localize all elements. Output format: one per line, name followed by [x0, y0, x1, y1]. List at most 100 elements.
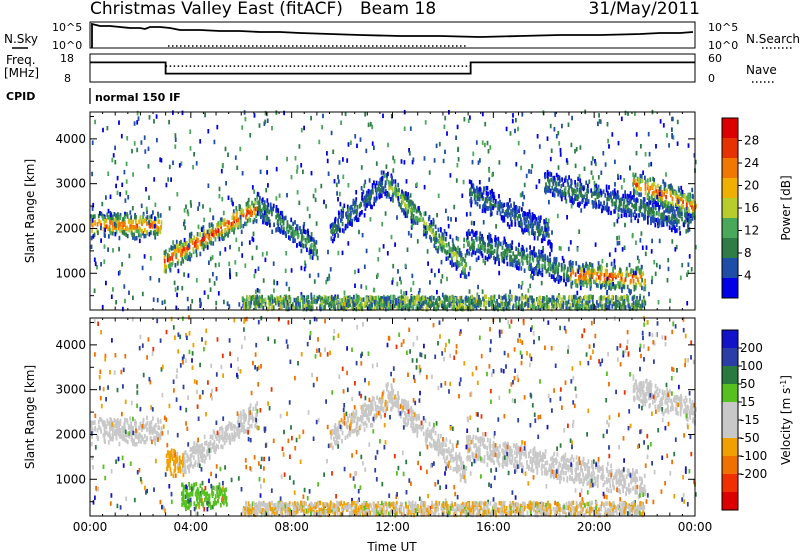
range-gate-cell	[658, 264, 661, 270]
range-gate-cell	[459, 273, 462, 278]
range-gate-cell	[616, 297, 619, 303]
range-gate-cell	[598, 193, 600, 198]
range-gate-cell	[608, 294, 610, 300]
range-gate-cell	[511, 207, 514, 213]
range-gate-cell	[253, 210, 256, 216]
range-gate-cell	[103, 232, 106, 237]
range-gate-cell	[559, 152, 562, 157]
range-gate-cell	[579, 183, 582, 188]
range-gate-cell	[505, 126, 508, 132]
range-gate-cell	[529, 245, 531, 250]
range-gate-cell	[545, 182, 547, 187]
range-gate-cell	[256, 294, 258, 299]
range-gate-cell	[357, 217, 360, 222]
range-gate-cell	[693, 153, 696, 158]
range-gate-cell	[334, 300, 337, 305]
range-gate-cell	[585, 270, 587, 276]
range-gate-cell	[330, 294, 333, 300]
range-gate-cell	[623, 303, 626, 308]
range-gate-cell	[499, 300, 502, 305]
range-gate-cell	[451, 256, 453, 262]
range-gate-cell	[517, 247, 520, 253]
range-gate-cell	[566, 179, 569, 184]
range-gate-cell	[386, 296, 388, 302]
range-gate-cell	[605, 271, 608, 276]
range-gate-cell	[470, 302, 473, 307]
range-gate-cell	[105, 280, 107, 286]
range-gate-cell	[648, 291, 650, 297]
range-gate-cell	[196, 237, 199, 243]
range-gate-cell	[445, 231, 448, 237]
range-gate-cell	[444, 237, 447, 242]
range-gate-cell	[523, 249, 525, 254]
range-gate-cell	[128, 253, 131, 259]
range-gate-cell	[279, 216, 281, 221]
range-gate-cell	[606, 122, 609, 127]
range-gate-cell	[614, 159, 616, 165]
range-gate-cell	[444, 249, 446, 254]
range-gate-cell	[184, 225, 186, 230]
range-gate-cell	[322, 113, 324, 119]
range-gate-cell	[326, 151, 328, 156]
range-gate-cell	[345, 299, 348, 304]
range-gate-cell	[319, 304, 322, 309]
range-gate-cell	[633, 294, 636, 300]
range-gate-cell	[630, 196, 633, 201]
range-gate-cell	[669, 208, 672, 213]
range-gate-cell	[482, 204, 484, 209]
range-gate-cell	[405, 179, 408, 184]
range-gate-cell	[607, 210, 610, 215]
range-gate-cell	[113, 221, 116, 227]
range-gate-cell	[644, 182, 647, 187]
range-gate-cell	[105, 218, 108, 224]
range-gate-cell	[272, 206, 274, 212]
y-tick-label: 4000	[55, 132, 86, 146]
range-gate-cell	[275, 110, 278, 115]
range-gate-cell	[140, 233, 142, 238]
range-gate-cell	[490, 250, 493, 255]
range-gate-cell	[678, 208, 681, 213]
range-gate-cell	[518, 208, 520, 214]
range-gate-cell	[625, 266, 628, 272]
range-gate-cell	[584, 201, 587, 207]
range-gate-cell	[358, 303, 361, 309]
range-gate-cell	[228, 304, 231, 309]
range-gate-cell	[561, 177, 563, 182]
range-gate-cell	[531, 253, 534, 259]
range-gate-cell	[605, 283, 608, 288]
range-gate-cell	[241, 171, 244, 176]
range-gate-cell	[203, 290, 206, 295]
range-gate-cell	[316, 255, 319, 261]
range-gate-cell	[169, 268, 172, 273]
range-gate-cell	[463, 117, 466, 122]
range-gate-cell	[329, 224, 332, 229]
range-gate-cell	[584, 197, 587, 203]
range-gate-cell	[514, 295, 517, 300]
range-gate-cell	[344, 223, 347, 229]
range-gate-cell	[303, 299, 305, 304]
range-gate-cell	[503, 202, 506, 208]
range-gate-cell	[122, 227, 125, 233]
range-gate-cell	[394, 242, 396, 247]
range-gate-cell	[509, 262, 512, 267]
range-gate-cell	[369, 122, 372, 127]
range-gate-cell	[574, 149, 576, 154]
range-gate-cell	[571, 115, 573, 121]
range-gate-cell	[210, 241, 213, 246]
range-gate-cell	[654, 202, 657, 207]
range-gate-cell	[352, 306, 355, 312]
range-gate-cell	[424, 225, 427, 230]
range-gate-cell	[423, 184, 426, 190]
range-gate-cell	[397, 191, 399, 197]
range-gate-cell	[134, 214, 137, 220]
range-gate-cell	[126, 212, 128, 217]
range-gate-cell	[171, 256, 174, 261]
range-gate-cell	[476, 193, 479, 198]
range-gate-cell	[538, 252, 541, 258]
range-gate-cell	[151, 224, 154, 229]
range-gate-cell	[359, 137, 362, 142]
range-gate-cell	[509, 243, 512, 248]
range-gate-cell	[616, 241, 619, 246]
range-gate-cell	[557, 181, 560, 186]
range-gate-cell	[597, 187, 600, 193]
